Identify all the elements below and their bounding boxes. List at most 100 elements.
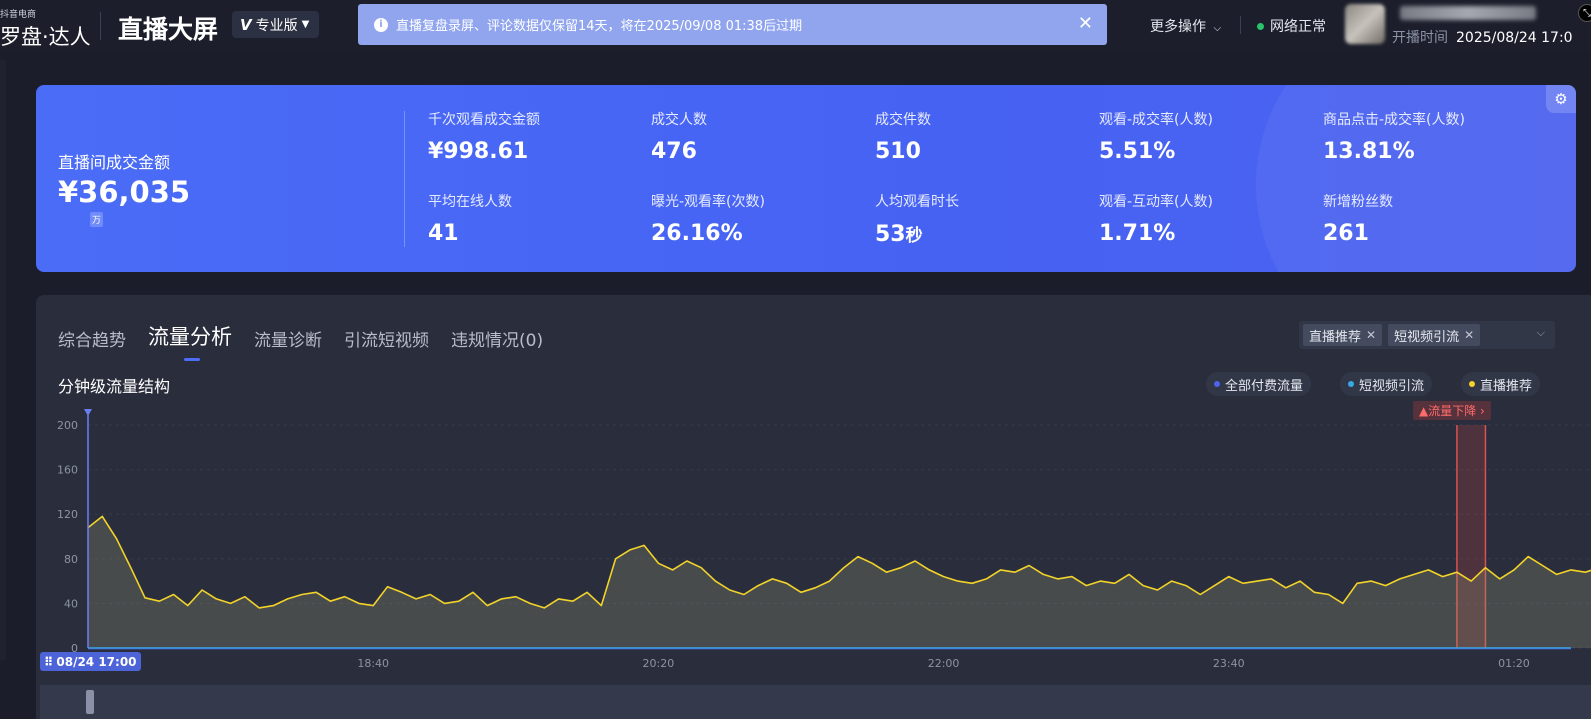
- metric-value: 261: [1323, 221, 1369, 246]
- caret-down-icon: ▼: [301, 19, 310, 30]
- metric-value: 1.71%: [1099, 221, 1176, 246]
- more-actions-menu[interactable]: 更多操作 ⌵: [1150, 16, 1221, 36]
- metric-value: 53秒: [875, 222, 923, 247]
- metric-item: 商品点击-成交率(人数) 13.81%: [1323, 109, 1465, 164]
- series-line-live-recommend: [87, 515, 1591, 609]
- y-tick-label: 0: [71, 642, 78, 655]
- metric-label: 新增粉丝数: [1323, 194, 1393, 210]
- channel-filter-select[interactable]: 直播推荐 ✕ 短视频引流 ✕ ⌵: [1299, 321, 1555, 349]
- y-tick-label: 160: [57, 464, 78, 477]
- metric-label: 商品点击-成交率(人数): [1323, 112, 1465, 128]
- start-time-label: 开播时间: [1392, 30, 1448, 46]
- traffic-line-chart[interactable]: 200 160 120 80 40 0 18:40 20:20 22:00 23:40 01:20: [36, 295, 1591, 719]
- legend-item[interactable]: 全部付费流量: [1206, 372, 1312, 396]
- metric-value: ¥998.61: [428, 139, 529, 164]
- x-tick-label: 18:40: [357, 657, 389, 670]
- metric-item: 平均在线人数 41: [428, 191, 512, 246]
- gmv-unit-toggle[interactable]: 万: [90, 212, 104, 227]
- legend-item[interactable]: 短视频引流: [1340, 372, 1433, 396]
- filter-chip: 短视频引流 ✕: [1388, 324, 1481, 346]
- network-status: 网络正常: [1257, 16, 1326, 36]
- traffic-panel: 综合趋势 流量分析 流量诊断 引流短视频 违规情况(0) 直播推荐 ✕ 短视频引…: [36, 295, 1591, 719]
- chevron-down-icon: ⌵: [1213, 23, 1222, 34]
- close-icon[interactable]: ✕: [1464, 328, 1475, 342]
- edition-label: 专业版: [255, 17, 298, 34]
- metric-value: 5.51%: [1099, 139, 1176, 164]
- active-tab-indicator: [184, 358, 200, 361]
- traffic-drop-alert[interactable]: ▲流量下降 ›: [1413, 401, 1491, 420]
- metric-label: 曝光-观看率(次数): [651, 194, 765, 210]
- metric-label: 观看-成交率(人数): [1099, 112, 1213, 128]
- timeline-scrollbar[interactable]: [40, 685, 1591, 719]
- metric-item: 人均观看时长 53秒: [875, 191, 959, 247]
- metric-item: 观看-成交率(人数) 5.51%: [1099, 109, 1213, 164]
- y-tick-label: 200: [57, 419, 78, 432]
- alert-window-band: [1456, 425, 1486, 648]
- filter-chip: 直播推荐 ✕: [1303, 324, 1383, 346]
- avatar[interactable]: [1345, 4, 1385, 44]
- edition-v-icon: V: [240, 15, 252, 34]
- filter-chip-label: 短视频引流: [1394, 329, 1460, 345]
- chart-start-badge[interactable]: ⠿ 08/24 17:00: [40, 652, 141, 671]
- logo-divider: [100, 12, 101, 40]
- logo-title: 罗盘·达人: [0, 25, 91, 49]
- y-tick-label: 40: [64, 597, 78, 610]
- metric-value: 476: [651, 139, 697, 164]
- app-logo[interactable]: 抖音电商 罗盘·达人: [0, 4, 96, 49]
- chart-start-label: 08/24 17:00: [56, 654, 137, 669]
- x-tick-label: 01:20: [1498, 657, 1530, 670]
- metric-value: 13.81%: [1323, 139, 1415, 164]
- y-tick-label: 80: [64, 553, 78, 566]
- close-icon[interactable]: ✕: [1077, 13, 1093, 34]
- more-actions-label: 更多操作: [1150, 19, 1206, 35]
- metric-item: 成交件数 510: [875, 109, 931, 164]
- tab-traffic-analysis[interactable]: 流量分析: [148, 321, 232, 361]
- account-name-blurred: [1400, 6, 1536, 20]
- x-tick-label: 22:00: [928, 657, 960, 670]
- exit-fullscreen-icon[interactable]: ⤡: [1578, 4, 1591, 22]
- metric-value: 41: [428, 221, 459, 246]
- expiry-notice: i 直播复盘录屏、评论数据仅保留14天，将在2025/09/08 01:38后过…: [358, 4, 1107, 45]
- metric-label: 成交人数: [651, 112, 707, 128]
- status-dot-icon: [1257, 22, 1264, 30]
- edition-dropdown[interactable]: V 专业版 ▼: [232, 11, 320, 38]
- metric-item: 新增粉丝数 261: [1323, 191, 1393, 246]
- metric-label: 观看-互动率(人数): [1099, 194, 1213, 210]
- x-tick-label: 20:20: [643, 657, 675, 670]
- metric-label: 千次观看成交金额: [428, 112, 540, 128]
- info-icon: i: [374, 17, 388, 32]
- tab-violations[interactable]: 违规情况(0): [451, 331, 544, 351]
- start-time-value: 2025/08/24 17:0: [1456, 30, 1573, 46]
- legend-dot-icon: [1214, 381, 1220, 387]
- timeline-scroll-handle[interactable]: [86, 690, 94, 714]
- network-status-label: 网络正常: [1270, 19, 1326, 35]
- drag-handle-icon: ⠿: [44, 654, 54, 669]
- logo-subtitle: 抖音电商: [0, 10, 37, 20]
- metric-item: 千次观看成交金额 ¥998.61: [428, 109, 540, 164]
- metric-value: 26.16%: [651, 221, 743, 246]
- left-edge-strip: [0, 60, 6, 660]
- metrics-divider: [404, 111, 405, 247]
- metric-value: 510: [875, 139, 921, 164]
- chevron-down-icon: ⌵: [1536, 326, 1545, 339]
- metric-label: 成交件数: [875, 112, 931, 128]
- legend-label: 全部付费流量: [1225, 378, 1304, 394]
- gmv-label: 直播间成交金额: [58, 153, 171, 172]
- panel-tabs: 综合趋势 流量分析 流量诊断 引流短视频 违规情况(0): [58, 321, 565, 361]
- tab-traffic-diagnosis[interactable]: 流量诊断: [254, 331, 322, 351]
- top-bar: 抖音电商 罗盘·达人 直播大屏 V 专业版 ▼ i 直播复盘录屏、评论数据仅保留…: [0, 0, 1591, 52]
- tab-overall-trend[interactable]: 综合趋势: [58, 331, 126, 351]
- filter-chip-label: 直播推荐: [1309, 329, 1362, 345]
- legend-label: 短视频引流: [1359, 378, 1425, 394]
- legend-item[interactable]: 直播推荐: [1461, 372, 1541, 396]
- x-tick-label: 23:40: [1213, 657, 1245, 670]
- live-start-time: 开播时间 2025/08/24 17:0: [1392, 27, 1573, 47]
- page-title: 直播大屏: [118, 15, 219, 44]
- close-icon[interactable]: ✕: [1366, 328, 1377, 342]
- metric-label: 人均观看时长: [875, 194, 959, 210]
- start-cursor-marker-icon: [84, 409, 92, 416]
- tab-referral-videos[interactable]: 引流短视频: [344, 331, 429, 351]
- gear-icon[interactable]: ⚙: [1546, 85, 1576, 113]
- gmv-value: ¥36,035: [58, 175, 191, 209]
- metric-item: 观看-互动率(人数) 1.71%: [1099, 191, 1213, 246]
